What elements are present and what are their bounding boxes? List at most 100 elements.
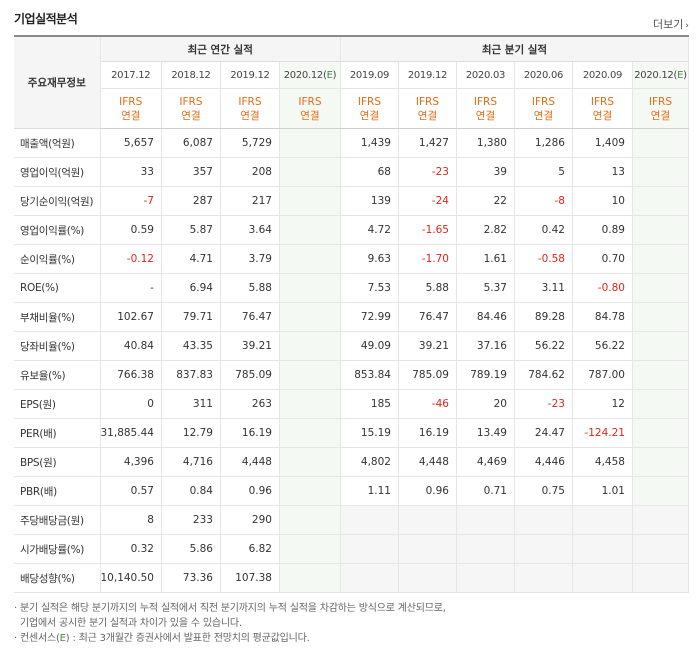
cell-value: 1,427 xyxy=(398,128,457,158)
cell-value xyxy=(279,215,341,245)
cell-value xyxy=(279,157,341,187)
cell-value: 287 xyxy=(161,186,221,216)
cell-value: 0.42 xyxy=(514,215,573,245)
table-row: 주당배당금(원) 8 233 290 xyxy=(14,505,689,535)
period-7: 2020.06 xyxy=(514,61,573,89)
cell-value: 37.16 xyxy=(456,331,515,361)
consol-label: 연결 xyxy=(417,109,438,122)
cell-value xyxy=(279,331,341,361)
cell-value: 84.46 xyxy=(456,302,515,332)
consol-label: 연결 xyxy=(121,109,141,122)
cell-value: 5.86 xyxy=(161,534,221,564)
cell-value: -23 xyxy=(514,389,573,419)
cell-value xyxy=(632,418,689,448)
cell-value: -46 xyxy=(398,389,457,419)
cell-value: 208 xyxy=(220,157,280,187)
row-label: BPS(원) xyxy=(14,447,101,477)
cell-value xyxy=(632,244,689,274)
cell-value xyxy=(339,534,399,564)
consol-label: 연결 xyxy=(300,109,320,122)
cell-value: 1,409 xyxy=(572,128,633,158)
cell-value: 3.64 xyxy=(220,215,280,245)
table-row: 당좌비율(%) 40.84 43.35 39.21 49.09 39.21 37.16 56.… xyxy=(14,331,689,361)
cell-value: 185 xyxy=(339,389,399,419)
ifrs-consol-label: IFRS 연결 xyxy=(220,88,280,129)
cell-value xyxy=(279,476,341,506)
period-4: 2019.09 xyxy=(339,61,399,89)
consol-label: 연결 xyxy=(359,109,380,122)
cell-value: -23 xyxy=(398,157,457,187)
ifrs-label: IFRS xyxy=(357,95,381,108)
cell-value: 0 xyxy=(100,389,162,419)
row-label: 영업이익률(%) xyxy=(14,215,101,245)
cell-value: 1,286 xyxy=(514,128,573,158)
cell-value: 13.49 xyxy=(456,418,515,448)
footnote-3: · 컨센서스(E) : 최근 3개월간 증권사에서 발표한 전망치의 평균값입니… xyxy=(14,631,446,646)
cell-value: 68 xyxy=(339,157,399,187)
ifrs-consol-label: IFRS 연결 xyxy=(161,88,221,129)
cell-value: 0.59 xyxy=(100,215,162,245)
annual-header: 최근 연간 실적 xyxy=(100,35,341,62)
cell-value xyxy=(514,534,573,564)
cell-value xyxy=(632,563,689,593)
cell-value xyxy=(632,273,689,303)
cell-value: 233 xyxy=(161,505,221,535)
period-5: 2019.12 xyxy=(398,61,457,89)
cell-value: 5.88 xyxy=(398,273,457,303)
ifrs-consol-label: IFRS 연결 xyxy=(572,88,633,129)
cell-value: 39 xyxy=(456,157,515,187)
cell-value: 0.32 xyxy=(100,534,162,564)
cell-value xyxy=(279,505,341,535)
ifrs-label: IFRS xyxy=(179,95,203,108)
table-row: EPS(원) 0 311 263 185 -46 20 -23 12 xyxy=(14,389,689,419)
table-row: 당기순이익(억원) -7 287 217 139 -24 22 -8 10 xyxy=(14,186,689,216)
period-3: 2020.12(E) xyxy=(279,61,341,89)
cell-value xyxy=(456,505,515,535)
cell-value: 15.19 xyxy=(339,418,399,448)
cell-value: 10,140.50 xyxy=(100,563,162,593)
cell-value xyxy=(279,273,341,303)
cell-value: -1.70 xyxy=(398,244,457,274)
cell-value: 6,087 xyxy=(161,128,221,158)
cell-value: 0.71 xyxy=(456,476,515,506)
footnote-3-pre: · 컨센서스( xyxy=(14,633,60,644)
row-label: PER(배) xyxy=(14,418,101,448)
cell-value xyxy=(279,128,341,158)
cell-value: 6.94 xyxy=(161,273,221,303)
cell-value xyxy=(279,302,341,332)
cell-value xyxy=(632,389,689,419)
row-label: EPS(원) xyxy=(14,389,101,419)
cell-value: 290 xyxy=(220,505,280,535)
row-label: 시가배당률(%) xyxy=(14,534,101,564)
cell-value: 139 xyxy=(339,186,399,216)
cell-value xyxy=(279,389,341,419)
consol-label: 연결 xyxy=(240,109,260,122)
cell-value xyxy=(279,563,341,593)
cell-value xyxy=(632,360,689,390)
more-link[interactable]: 더보기 › xyxy=(653,16,689,32)
period-2: 2019.12 xyxy=(220,61,280,89)
cell-value xyxy=(632,215,689,245)
row-label: PBR(배) xyxy=(14,476,101,506)
ifrs-label: IFRS xyxy=(590,95,614,108)
estimate-mark: E xyxy=(677,69,684,81)
cell-value: 837.83 xyxy=(161,360,221,390)
table-row: ROE(%) -6.94 5.88 7.53 5.88 5.37 3.11 -0.80 xyxy=(14,273,689,303)
chevron-right-icon: › xyxy=(685,21,689,31)
cell-value: 785.09 xyxy=(220,360,280,390)
footnote-2: 기업에서 공시한 분기 실적과 차이가 있을 수 있습니다. xyxy=(20,618,242,629)
cell-value: -7 xyxy=(100,186,162,216)
table-row: 배당성향(%) 10,140.50 73.36 107.38 xyxy=(14,563,689,593)
cell-value: -8 xyxy=(514,186,573,216)
cell-value xyxy=(632,157,689,187)
more-label[interactable]: 더보기 xyxy=(653,18,684,31)
section-title: 기업실적분석 xyxy=(14,12,78,26)
cell-value: 39.21 xyxy=(220,331,280,361)
ifrs-label: IFRS xyxy=(473,95,497,108)
table-row: 순이익률(%) -0.12 4.71 3.79 9.63 -1.70 1.61 -0.58 0.… xyxy=(14,244,689,274)
cell-value: 5.87 xyxy=(161,215,221,245)
cell-value xyxy=(398,505,457,535)
cell-value: 4,448 xyxy=(220,447,280,477)
table-row: 유보율(%) 766.38 837.83 785.09 853.84 785.09 789.… xyxy=(14,360,689,390)
cell-value: 76.47 xyxy=(398,302,457,332)
